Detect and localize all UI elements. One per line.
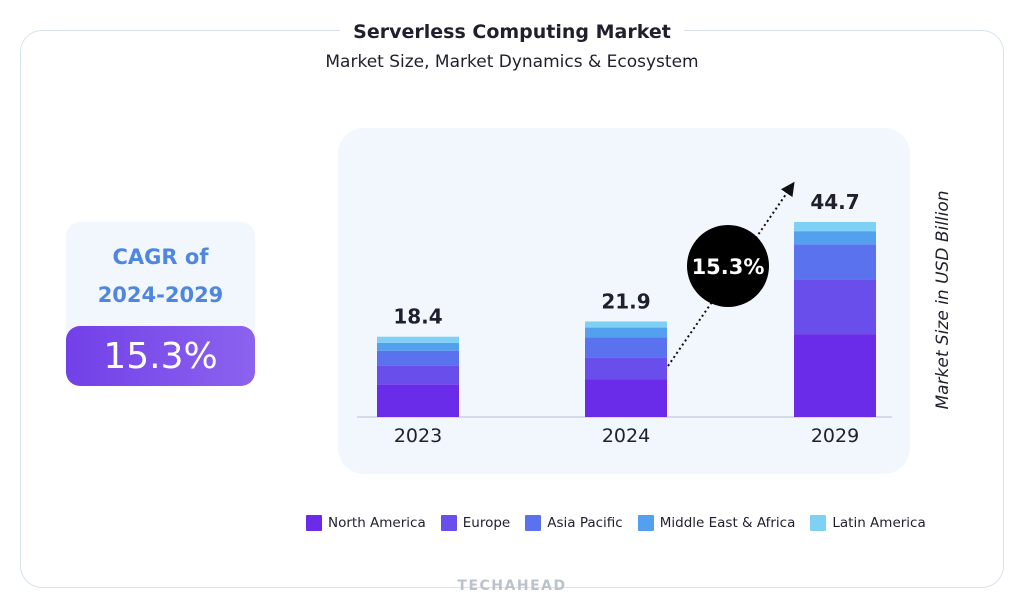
footer-divider-right bbox=[544, 587, 604, 588]
cagr-label: CAGR of 2024-2029 bbox=[66, 238, 255, 314]
legend-label-middle-east-africa: Middle East & Africa bbox=[659, 515, 796, 531]
x-tick-label-2029: 2029 bbox=[811, 425, 859, 447]
chart-title: Serverless Computing Market bbox=[353, 21, 671, 43]
bar-2023-europe bbox=[377, 365, 459, 385]
legend-item-europe: Europe bbox=[440, 515, 511, 531]
footer-divider-left bbox=[420, 587, 480, 588]
bar-2029-europe bbox=[794, 279, 876, 335]
legend-swatch-europe bbox=[440, 515, 457, 531]
title-wrap: Serverless Computing Market bbox=[340, 18, 684, 46]
growth-badge-label: 15.3% bbox=[692, 255, 765, 279]
bar-2029-asia-pacific bbox=[794, 244, 876, 280]
cagr-label-line1: CAGR of bbox=[112, 245, 209, 269]
legend-label-asia-pacific: Asia Pacific bbox=[547, 515, 623, 531]
total-label-2023: 18.4 bbox=[393, 305, 442, 329]
bar-2029-middle-east-africa bbox=[794, 231, 876, 245]
cagr-label-line2: 2024-2029 bbox=[97, 283, 224, 307]
legend-item-latin-america: Latin America bbox=[810, 515, 926, 531]
bar-2023-latin-america bbox=[377, 336, 459, 343]
legend-swatch-asia-pacific bbox=[525, 515, 542, 531]
legend-swatch-latin-america bbox=[810, 515, 827, 531]
y-axis-title: Market Size in USD Billion bbox=[933, 190, 953, 410]
bar-2024-europe bbox=[585, 357, 667, 380]
bar-2029-latin-america bbox=[794, 222, 876, 232]
bar-2023-asia-pacific bbox=[377, 350, 459, 366]
legend-swatch-north-america bbox=[306, 515, 322, 531]
total-label-2029: 44.7 bbox=[810, 190, 859, 214]
legend-item-middle-east-africa: Middle East & Africa bbox=[637, 515, 796, 531]
x-tick-label-2023: 2023 bbox=[394, 425, 442, 447]
cagr-value-box: 15.3% bbox=[66, 326, 255, 386]
legend-swatch-middle-east-africa bbox=[637, 515, 654, 531]
bar-2023-north-america bbox=[377, 384, 459, 417]
x-tick-label-2024: 2024 bbox=[602, 425, 650, 447]
bar-2024-latin-america bbox=[585, 321, 667, 328]
chart-subtitle: Market Size, Market Dynamics & Ecosystem bbox=[325, 52, 699, 72]
growth-badge bbox=[687, 225, 769, 307]
bar-2024-middle-east-africa bbox=[585, 327, 667, 338]
legend-item-asia-pacific: Asia Pacific bbox=[525, 515, 623, 531]
legend-label-europe: Europe bbox=[462, 515, 511, 531]
legend-label-latin-america: Latin America bbox=[832, 515, 926, 531]
legend-label-north-america: North America bbox=[328, 515, 426, 531]
legend: North America Europe Asia Pacific Middle Ea… bbox=[306, 513, 941, 533]
bar-2023-middle-east-africa bbox=[377, 342, 459, 351]
legend-item-north-america: North America bbox=[306, 515, 426, 531]
bar-2024-asia-pacific bbox=[585, 337, 667, 358]
brand-logo: TECHAHEAD bbox=[457, 578, 567, 594]
bar-2029-north-america bbox=[794, 334, 876, 417]
bar-2024-north-america bbox=[585, 379, 667, 417]
cagr-card: CAGR of 2024-2029 15.3% bbox=[66, 222, 255, 386]
cagr-value: 15.3% bbox=[103, 335, 218, 377]
total-label-2024: 21.9 bbox=[601, 289, 650, 313]
